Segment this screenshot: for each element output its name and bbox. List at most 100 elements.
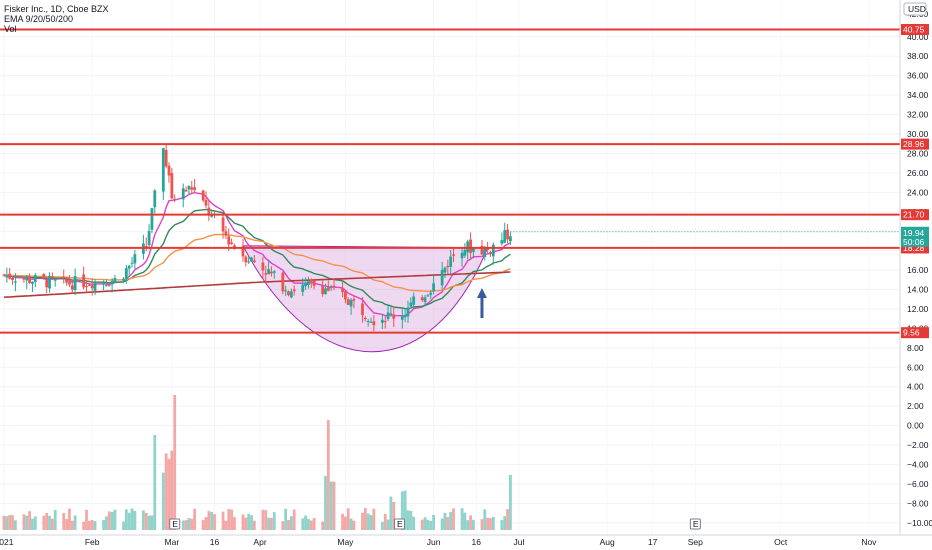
volume-bar xyxy=(130,508,134,530)
candle-body xyxy=(349,299,353,307)
volume-bar xyxy=(250,515,253,530)
price-tick-label: 40.00 xyxy=(907,32,929,42)
volume-bar xyxy=(346,508,350,530)
candle-body xyxy=(332,285,336,287)
candle-body xyxy=(321,286,325,294)
volume-bar xyxy=(326,420,330,530)
volume-bar xyxy=(483,509,487,530)
volume-bar xyxy=(304,515,307,530)
candle-body xyxy=(42,274,46,278)
volume-bar xyxy=(332,481,336,530)
earnings-marker-label: E xyxy=(693,519,699,529)
candle-body xyxy=(312,280,316,286)
candle-body xyxy=(420,297,424,301)
candle-body xyxy=(380,319,384,323)
candle-body xyxy=(460,252,464,259)
volume-bar xyxy=(500,519,504,530)
level-badge-label: 28.96 xyxy=(903,139,925,149)
volume-bar xyxy=(164,453,168,530)
level-badge-label: 21.70 xyxy=(903,210,925,220)
candle-body xyxy=(324,288,327,295)
time-axis[interactable]: 2021 Feb Mar 16 Apr May Jun 16 Jul Aug 17 Sep Oct Nov… xyxy=(0,518,932,547)
bar-countdown-label: 50:06 xyxy=(903,237,925,247)
currency-label: USD xyxy=(908,4,926,14)
volume-bar xyxy=(432,514,435,530)
level-badge-label: 18.28 xyxy=(903,243,925,253)
volume-bar xyxy=(344,516,347,530)
time-tick-label: May xyxy=(337,537,354,547)
volume-bar xyxy=(329,481,333,530)
candle-body xyxy=(429,292,433,295)
candle-body xyxy=(366,321,370,323)
candle-body xyxy=(346,299,350,306)
candle-body xyxy=(506,229,509,240)
volume-bar xyxy=(509,475,512,530)
volume-bar xyxy=(281,521,285,530)
time-tick-label: 2021 xyxy=(0,537,14,547)
volume-bar xyxy=(230,509,233,530)
volume-bar xyxy=(142,510,145,530)
volume-bar xyxy=(233,517,236,530)
time-tick-label: Mar xyxy=(165,537,180,547)
candle-body xyxy=(204,199,208,206)
candle-body xyxy=(130,262,134,264)
volume-bar xyxy=(161,472,165,530)
candle-body xyxy=(489,252,492,254)
volume-bar xyxy=(11,515,14,530)
volume-bar xyxy=(480,519,484,530)
candle-body xyxy=(250,257,253,262)
candle-body xyxy=(284,290,288,292)
volume-bar xyxy=(181,520,185,530)
volume-bar xyxy=(8,515,12,530)
candle-body xyxy=(247,261,251,263)
candle-body xyxy=(500,240,504,244)
candle-body xyxy=(389,313,393,315)
price-tick-label: 28.00 xyxy=(907,148,929,158)
candle-body xyxy=(403,315,407,318)
candle-body xyxy=(8,273,12,279)
candle-body xyxy=(309,280,313,282)
volume-bar xyxy=(287,519,290,530)
volume-bar xyxy=(301,518,305,530)
candle-body xyxy=(426,295,430,297)
price-axis[interactable]: 40.00 38.00 36.00 34.00 32.00 30.00 28.00 26.00… xyxy=(899,0,932,535)
candle-body xyxy=(383,320,387,322)
volume-bar xyxy=(412,516,416,530)
volume-bar xyxy=(28,511,32,530)
volume-bar xyxy=(380,521,384,530)
candle-body xyxy=(264,273,268,275)
candle-body xyxy=(107,285,111,287)
candle-body xyxy=(452,254,455,256)
candle-body xyxy=(22,278,26,280)
volume-bar xyxy=(400,491,404,530)
currency-badge xyxy=(903,2,927,16)
volume-bar xyxy=(406,510,410,530)
candle-body xyxy=(244,256,248,263)
volume-bar xyxy=(267,517,270,530)
candle-body xyxy=(45,280,49,288)
candle-body xyxy=(363,317,367,319)
volume-bar xyxy=(429,520,433,530)
volume-bar xyxy=(193,508,197,530)
candle-body xyxy=(352,299,356,301)
price-tick-label: 14.00 xyxy=(907,285,929,295)
candle-body xyxy=(25,276,29,281)
candle-body xyxy=(329,286,333,289)
level-badge xyxy=(901,327,929,339)
ema-50-line xyxy=(4,233,511,293)
ema-indicator-label[interactable]: EMA 9/20/50/200 xyxy=(4,14,74,24)
volume-bar xyxy=(204,517,208,530)
volume-bar xyxy=(48,515,51,530)
symbol-title[interactable]: Fisker Inc., 1D, Cboe BZX xyxy=(4,4,109,14)
candle-body xyxy=(33,274,37,282)
price-tick-label: −10.00 xyxy=(907,518,932,528)
volume-bar xyxy=(65,518,68,530)
volume-bar xyxy=(324,475,327,530)
candle-body xyxy=(85,286,88,288)
volume-indicator-label[interactable]: Vol xyxy=(4,24,17,34)
candle-body xyxy=(68,281,71,285)
volume-bar xyxy=(105,516,108,530)
candle-body xyxy=(11,277,14,281)
volume-bar xyxy=(272,512,276,530)
